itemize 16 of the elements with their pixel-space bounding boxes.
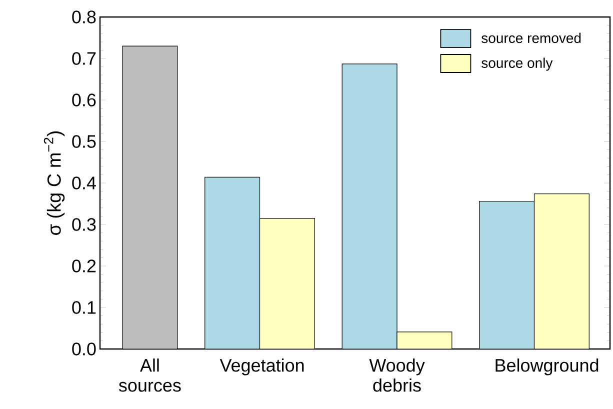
x-tick-label: Woody debris xyxy=(369,358,425,392)
y-tick-label: 0.0 xyxy=(72,342,96,356)
y-tick-label: 0.4 xyxy=(72,176,96,190)
legend-label: source only xyxy=(482,58,553,71)
x-tick-label: Vegetation xyxy=(220,358,304,376)
x-tick-label: Belowground xyxy=(496,358,598,376)
y-tick-label: 0.1 xyxy=(72,301,96,314)
y-axis-title: σ (kg C m$^{−2}$) xyxy=(44,131,65,235)
x-tick-label: All sources xyxy=(118,358,181,392)
legend-label: source removed xyxy=(482,32,581,44)
y-tick-label: 0.3 xyxy=(72,218,96,231)
y-tick-label: 0.8 xyxy=(72,10,96,24)
y-tick-label: 0.6 xyxy=(72,94,96,106)
y-tick-label: 0.7 xyxy=(72,52,96,65)
y-tick-label: 0.5 xyxy=(72,135,96,148)
y-tick-label: 0.2 xyxy=(72,260,96,272)
